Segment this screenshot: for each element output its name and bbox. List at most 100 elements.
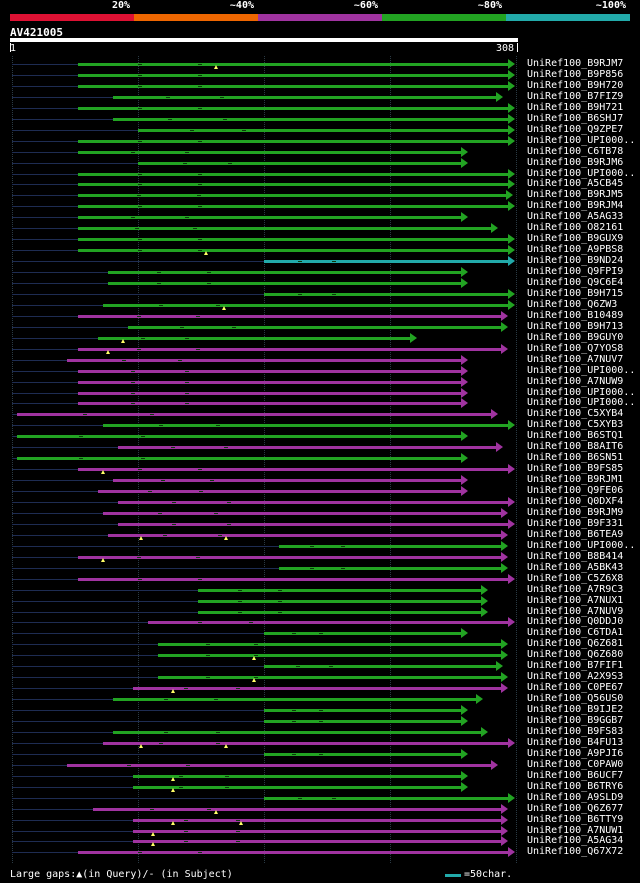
- hit-label[interactable]: UniRef100_C6TB78: [527, 145, 624, 157]
- hit-row[interactable]: UniRef100_A9SLD9: [0, 791, 640, 804]
- hit-row[interactable]: UniRef100_A5CB45: [0, 178, 640, 190]
- hit-row[interactable]: UniRef100_B9F331: [0, 517, 640, 530]
- hit-row[interactable]: UniRef100_A7R9C3: [0, 584, 640, 596]
- hit-alignment-bar[interactable]: [67, 358, 461, 362]
- hit-alignment-bar[interactable]: [77, 402, 461, 406]
- hit-row[interactable]: UniRef100_B6STQ1: [0, 430, 640, 442]
- hit-label[interactable]: UniRef100_B9P856: [527, 68, 624, 80]
- hit-alignment-bar[interactable]: [112, 698, 476, 702]
- hit-alignment-bar[interactable]: [77, 172, 508, 176]
- hit-label[interactable]: UniRef100_B6TTY9: [527, 813, 624, 825]
- hit-row[interactable]: UniRef100_Q6Z680: [0, 649, 640, 661]
- hit-label[interactable]: UniRef100_B9F331: [527, 517, 624, 529]
- hit-row[interactable]: UniRef100_B9FS85: [0, 463, 640, 475]
- hit-alignment-bar[interactable]: [158, 643, 501, 647]
- hit-label[interactable]: UniRef100_B9ND24: [527, 255, 624, 267]
- hit-row[interactable]: UniRef100_Q7YOS8: [0, 343, 640, 355]
- hit-label[interactable]: UniRef100_B6UCF7: [527, 769, 624, 781]
- hit-label[interactable]: UniRef100_A5CB45: [527, 178, 624, 190]
- hit-alignment-bar[interactable]: [132, 840, 501, 844]
- hit-label[interactable]: UniRef100_B7FIZ9: [527, 90, 624, 102]
- hit-row[interactable]: UniRef100_C0PAW0: [0, 758, 640, 771]
- hit-row[interactable]: UniRef100_C5Z6X8: [0, 572, 640, 585]
- hit-alignment-bar[interactable]: [77, 63, 508, 66]
- hit-label[interactable]: UniRef100_Q9ZPE7: [527, 123, 624, 135]
- hit-label[interactable]: UniRef100_B9RJM4: [527, 200, 624, 212]
- hit-label[interactable]: UniRef100_A7NUX1: [527, 594, 624, 606]
- hit-alignment-bar[interactable]: [77, 347, 501, 351]
- hit-row[interactable]: UniRef100_UPI000..: [0, 540, 640, 552]
- hit-alignment-bar[interactable]: [77, 577, 508, 581]
- hit-row[interactable]: UniRef100_UPI000..: [0, 134, 640, 147]
- hit-label[interactable]: UniRef100_B6TRY6: [527, 780, 624, 792]
- hit-alignment-bar[interactable]: [77, 249, 508, 253]
- hit-alignment-bar[interactable]: [77, 468, 508, 472]
- hit-alignment-bar[interactable]: [17, 457, 461, 461]
- hit-label[interactable]: UniRef100_C0PAW0: [527, 758, 624, 770]
- hit-row[interactable]: UniRef100_O82161: [0, 222, 640, 234]
- hit-alignment-bar[interactable]: [97, 336, 411, 340]
- hit-label[interactable]: UniRef100_C5Z6X8: [527, 572, 624, 584]
- hit-alignment-bar[interactable]: [77, 106, 508, 110]
- hit-label[interactable]: UniRef100_Q0DXF4: [527, 496, 624, 507]
- hit-alignment-bar[interactable]: [148, 621, 508, 625]
- hit-label[interactable]: UniRef100_UPI000..: [527, 386, 636, 398]
- hit-row[interactable]: UniRef100_A7NUX1: [0, 594, 640, 607]
- hit-alignment-bar[interactable]: [77, 139, 508, 143]
- hit-label[interactable]: UniRef100_C6TDA1: [527, 627, 624, 639]
- hit-alignment-bar[interactable]: [17, 413, 491, 417]
- hit-row[interactable]: UniRef100_UPI000..: [0, 364, 640, 377]
- hit-alignment-bar[interactable]: [77, 238, 508, 242]
- hit-row[interactable]: UniRef100_B9GUY0: [0, 331, 640, 344]
- hit-row[interactable]: UniRef100_Q9FE06: [0, 485, 640, 497]
- hit-label[interactable]: UniRef100_C5XYB4: [527, 408, 624, 420]
- hit-label[interactable]: UniRef100_Q67X72: [527, 846, 624, 858]
- hit-row[interactable]: UniRef100_B9RJM9: [0, 507, 640, 519]
- hit-label[interactable]: UniRef100_B9GUY0: [527, 331, 624, 343]
- hit-alignment-bar[interactable]: [112, 730, 481, 734]
- hit-row[interactable]: UniRef100_B8B414: [0, 551, 640, 563]
- hit-label[interactable]: UniRef100_A7NUW1: [527, 824, 624, 836]
- hit-row[interactable]: UniRef100_A7NUW1: [0, 824, 640, 837]
- hit-alignment-bar[interactable]: [77, 150, 461, 154]
- hit-label[interactable]: UniRef100_B9RJM7: [527, 58, 624, 69]
- hit-row[interactable]: UniRef100_A5BK43: [0, 561, 640, 574]
- hit-row[interactable]: UniRef100_Q9C6E4: [0, 277, 640, 289]
- hit-alignment-bar[interactable]: [77, 183, 508, 187]
- hit-label[interactable]: UniRef100_B9FS85: [527, 463, 624, 475]
- hit-label[interactable]: UniRef100_A9SLD9: [527, 791, 624, 803]
- hit-row[interactable]: UniRef100_B6SN51: [0, 452, 640, 464]
- hit-row[interactable]: UniRef100_B8AIT6: [0, 441, 640, 453]
- hit-row[interactable]: UniRef100_C5XYB4: [0, 408, 640, 420]
- hit-alignment-bar[interactable]: [77, 391, 461, 395]
- hit-row[interactable]: UniRef100_A7NUV7: [0, 354, 640, 366]
- hit-alignment-bar[interactable]: [77, 84, 508, 88]
- hit-label[interactable]: UniRef100_Q9C6E4: [527, 277, 624, 288]
- hit-row[interactable]: UniRef100_Q9FPI9: [0, 266, 640, 278]
- hit-label[interactable]: UniRef100_UPI000..: [527, 134, 636, 146]
- hit-label[interactable]: UniRef100_B9FS83: [527, 725, 624, 737]
- hit-row[interactable]: UniRef100_B6SHJ7: [0, 113, 640, 125]
- hit-label[interactable]: UniRef100_A2X9S3: [527, 671, 624, 683]
- hit-row[interactable]: UniRef100_B9RJM7: [0, 58, 640, 70]
- hit-alignment-bar[interactable]: [127, 325, 501, 329]
- hit-row[interactable]: UniRef100_Q6Z681: [0, 638, 640, 650]
- hit-label[interactable]: UniRef100_B7FIF1: [527, 660, 624, 672]
- hit-alignment-bar[interactable]: [158, 676, 501, 680]
- hit-alignment-bar[interactable]: [264, 260, 508, 264]
- hit-alignment-bar[interactable]: [138, 161, 461, 165]
- hit-label[interactable]: UniRef100_B4FU13: [527, 736, 624, 748]
- hit-label[interactable]: UniRef100_B9RJM5: [527, 189, 624, 201]
- hit-alignment-bar[interactable]: [77, 314, 501, 318]
- hit-alignment-bar[interactable]: [102, 511, 501, 515]
- hit-label[interactable]: UniRef100_A5BK43: [527, 561, 624, 573]
- hit-alignment-bar[interactable]: [138, 128, 508, 132]
- hit-alignment-bar[interactable]: [102, 741, 508, 745]
- hit-label[interactable]: UniRef100_Q9FPI9: [527, 266, 624, 278]
- hit-label[interactable]: UniRef100_UPI000..: [527, 364, 636, 376]
- hit-alignment-bar[interactable]: [198, 610, 481, 614]
- hit-alignment-bar[interactable]: [117, 501, 508, 504]
- hit-row[interactable]: UniRef100_C5XYB3: [0, 419, 640, 431]
- hit-row[interactable]: UniRef100_UPI000..: [0, 386, 640, 399]
- hit-row[interactable]: UniRef100_A9PBS8: [0, 244, 640, 256]
